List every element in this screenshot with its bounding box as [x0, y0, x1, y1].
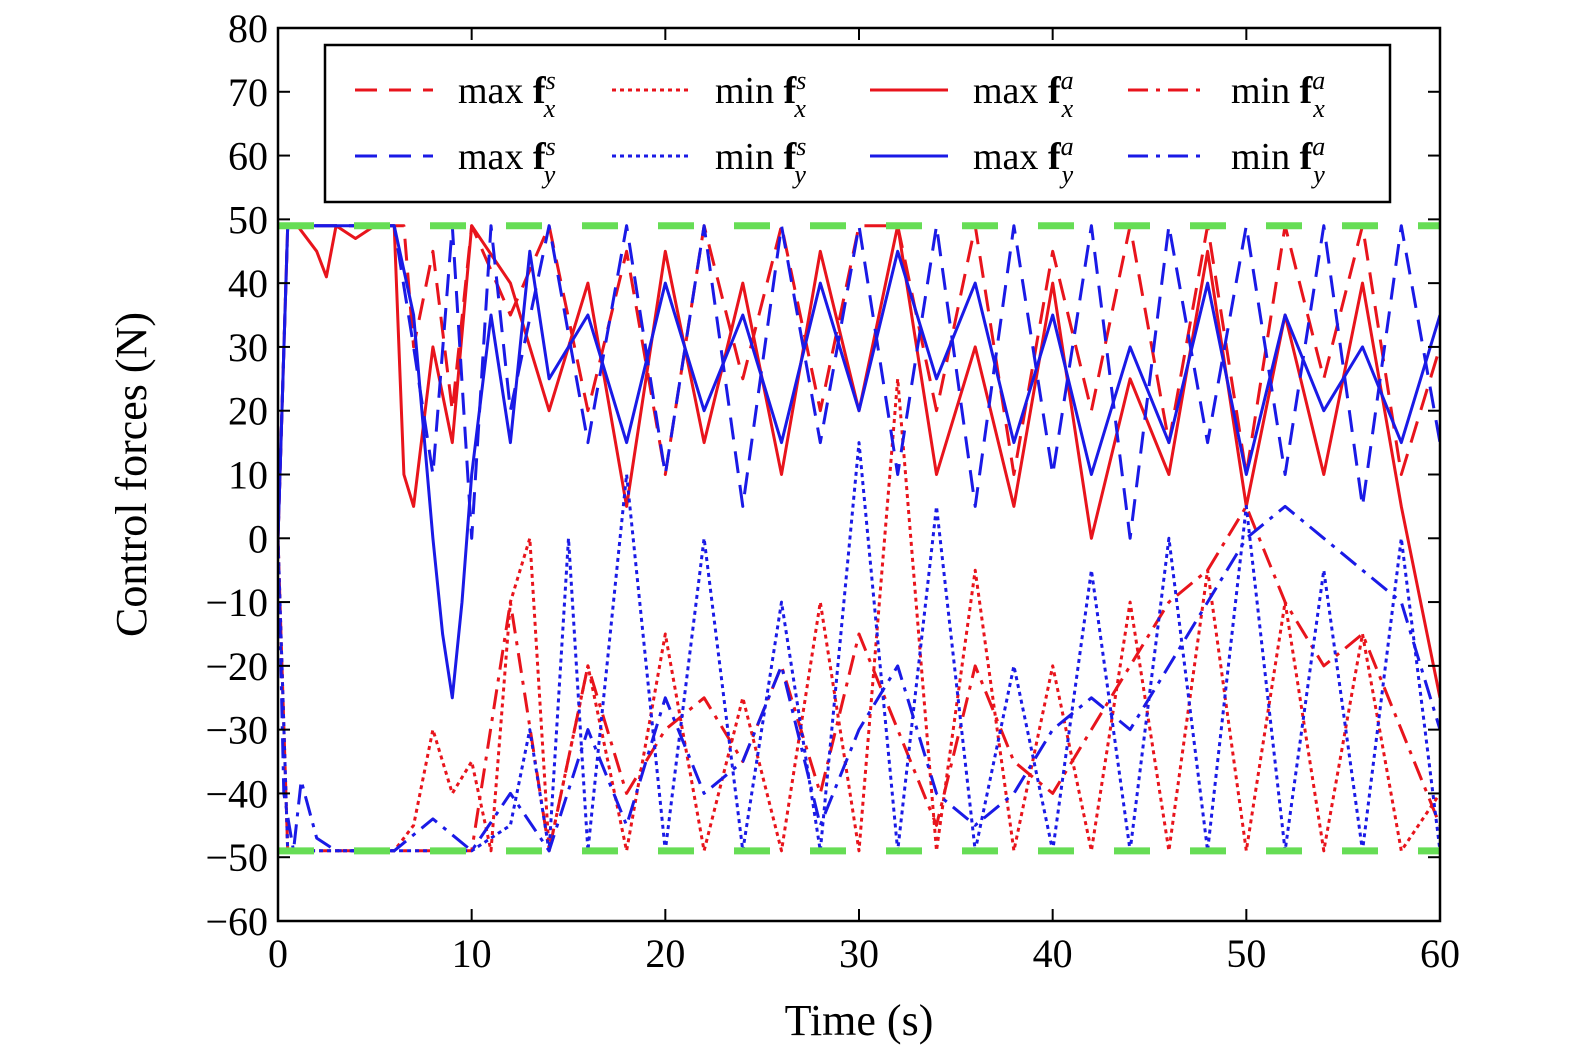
y-tick-label: −40 — [205, 771, 268, 816]
legend-label: min fs y — [715, 132, 806, 189]
series-line-4 — [278, 504, 1440, 853]
y-tick-label: −20 — [205, 644, 268, 689]
x-tick-label: 10 — [452, 931, 492, 976]
y-tick-label: −10 — [205, 580, 268, 625]
series-line-1 — [278, 224, 1440, 539]
x-tick-label: 30 — [839, 931, 879, 976]
y-tick-label: 70 — [228, 70, 268, 115]
y-tick-label: −50 — [205, 835, 268, 880]
legend-box — [323, 43, 1392, 204]
legend-label: max fs y — [458, 132, 556, 189]
legend-label: min fa y — [1231, 132, 1325, 189]
y-tick-label: −30 — [205, 708, 268, 753]
x-axis-title: Time (s) — [785, 996, 934, 1045]
plot-area — [278, 222, 1440, 855]
y-tick-label: −60 — [205, 899, 268, 944]
y-tick-label: 40 — [228, 261, 268, 306]
y-tick-label: 50 — [228, 197, 268, 242]
legend-label: min fs x — [715, 66, 806, 123]
y-tick-label: 60 — [228, 134, 268, 179]
legend-label: max fa x — [973, 66, 1074, 123]
legend-label: max fs x — [458, 66, 556, 123]
legend-label: max fa y — [973, 132, 1074, 189]
x-tick-label: 20 — [645, 931, 685, 976]
y-tick-label: 0 — [248, 516, 268, 561]
axis-ticks: 0 10 20 30 40 50 60 −60 −50 −40 −30 −20 −10 0 10 20 30 40… — [205, 6, 1460, 976]
x-tick-label: 0 — [268, 931, 288, 976]
x-tick-label: 40 — [1033, 931, 1073, 976]
y-axis-title: Control forces (N) — [107, 312, 156, 637]
y-tick-label: 10 — [228, 453, 268, 498]
series-line-7 — [278, 224, 1440, 700]
series-line-3 — [278, 224, 1440, 699]
y-tick-label: 20 — [228, 389, 268, 434]
x-tick-label: 50 — [1226, 931, 1266, 976]
series-line-2 — [278, 377, 1440, 853]
x-tick-label: 60 — [1420, 931, 1460, 976]
y-tick-label: 30 — [228, 325, 268, 370]
series-line-6 — [278, 441, 1440, 853]
legend-label: min fa x — [1231, 66, 1325, 123]
series-line-5 — [278, 224, 1440, 540]
legend: max fs x min fs x max fa x min fa x max fs y min f… — [323, 43, 1392, 204]
y-tick-label: 80 — [228, 6, 268, 51]
